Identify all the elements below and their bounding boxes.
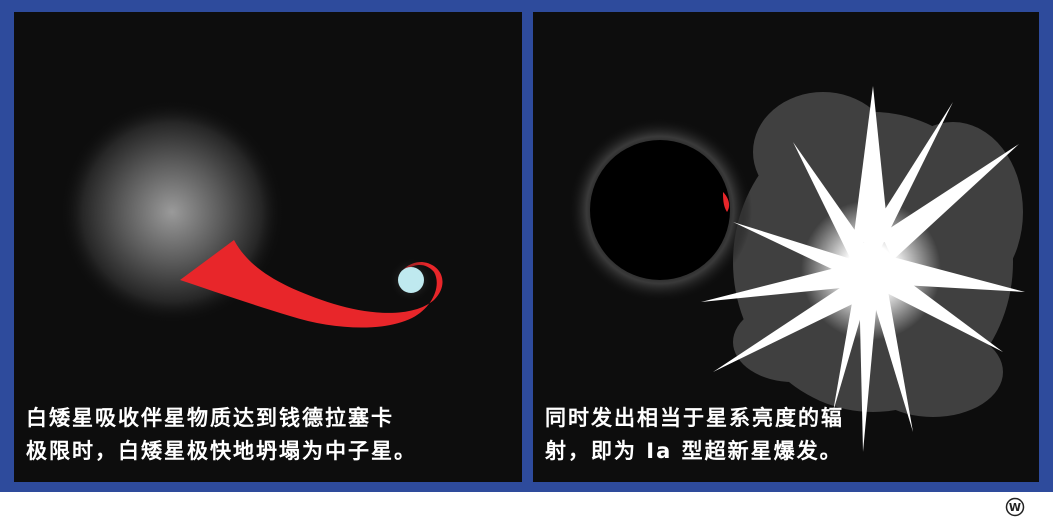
diagram-frame: 白矮星吸收伴星物质达到钱德拉塞卡 极限时，白矮星极快地坍塌为中子星。 — [0, 0, 1053, 492]
panel-accretion: 白矮星吸收伴星物质达到钱德拉塞卡 极限时，白矮星极快地坍塌为中子星。 — [14, 12, 522, 482]
white-dwarf — [398, 267, 424, 293]
watermark-logo-icon: W — [1005, 497, 1025, 517]
companion-remnant — [590, 140, 730, 280]
caption-right-line2: 射，即为 Ia 型超新星爆发。 — [545, 439, 843, 463]
caption-left-line1: 白矮星吸收伴星物质达到钱德拉塞卡 — [26, 406, 394, 430]
panel-supernova: 同时发出相当于星系亮度的辐 射，即为 Ia 型超新星爆发。 — [533, 12, 1039, 482]
accretion-stream — [180, 240, 443, 328]
supernova-illustration — [568, 86, 1025, 452]
caption-right: 同时发出相当于星系亮度的辐 射，即为 Ia 型超新星爆发。 — [545, 402, 844, 468]
stream-remnant — [723, 192, 730, 212]
caption-left-line2: 极限时，白矮星极快地坍塌为中子星。 — [26, 439, 417, 463]
caption-left: 白矮星吸收伴星物质达到钱德拉塞卡 极限时，白矮星极快地坍塌为中子星。 — [26, 402, 417, 468]
accretion-illustration — [60, 100, 443, 328]
flare-core — [801, 200, 941, 340]
caption-right-line1: 同时发出相当于星系亮度的辐 — [545, 406, 844, 430]
watermark-letter: W — [1009, 501, 1021, 514]
